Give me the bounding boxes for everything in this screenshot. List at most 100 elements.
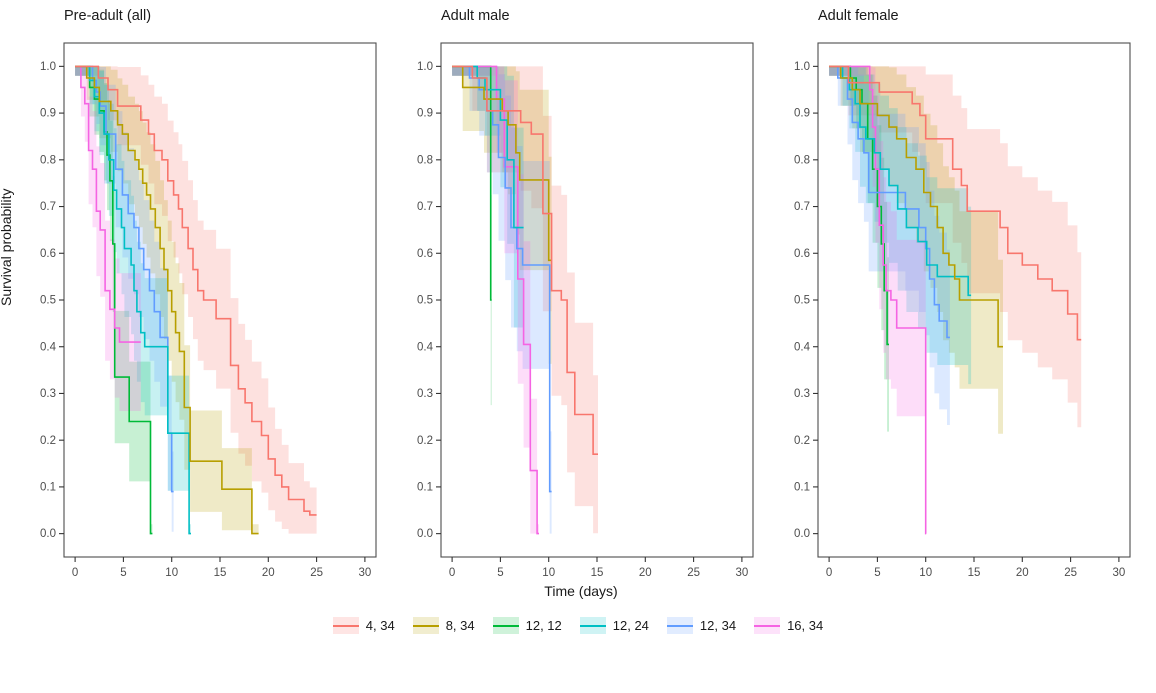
panel-title-adult-male: Adult male <box>441 8 510 24</box>
y-tick-label: 0.6 <box>417 248 433 260</box>
legend-key-line <box>666 624 693 627</box>
x-tick-label: 30 <box>358 567 371 579</box>
y-tick-label: 1.0 <box>417 61 433 73</box>
ci-ribbon-8-34 <box>829 66 1003 434</box>
x-axis-label-spacer <box>0 581 403 599</box>
ci-ribbon-16-34 <box>829 66 927 534</box>
x-tick-label: 15 <box>214 567 227 579</box>
ci-ribbon-8-34 <box>75 66 259 534</box>
legend-item-16-34: 16, 34 <box>754 617 823 634</box>
legend-label: 12, 34 <box>699 618 737 633</box>
x-tick-label: 20 <box>1016 567 1029 579</box>
x-axis-label-row: Time (days) <box>0 581 1156 599</box>
legend-key-swatch <box>666 617 693 634</box>
legend-key-swatch <box>492 617 519 634</box>
y-tick-label: 0.2 <box>417 435 433 447</box>
legend-key-line <box>492 624 519 627</box>
y-axis-label-column: Survival probability <box>0 6 26 566</box>
y-tick-label: 0.1 <box>417 482 433 494</box>
legend-item-4-34: 4, 34 <box>332 617 395 634</box>
x-tick-label: 25 <box>687 567 700 579</box>
legend-key-swatch <box>754 617 781 634</box>
y-tick-label: 0.6 <box>794 248 810 260</box>
survival-plot-adult-male: 0.0 0.1 0.2 0.3 0.4 0.5 0.6 0.7 0.8 0.9 1.0 0 5 10 15 2… <box>417 42 754 579</box>
y-tick-label: 0.7 <box>40 201 56 213</box>
ci-ribbon-12-24 <box>452 66 524 328</box>
x-tick-label: 10 <box>165 567 178 579</box>
y-tick-label: 0.6 <box>40 248 56 260</box>
x-tick-label: 30 <box>735 567 748 579</box>
y-tick-label: 0.9 <box>417 108 433 120</box>
legend-label: 16, 34 <box>787 618 824 633</box>
x-tick-label: 20 <box>639 567 652 579</box>
legend-key-line <box>754 624 781 627</box>
ci-ribbon-8-34 <box>452 66 552 364</box>
y-tick-label: 0.5 <box>417 295 433 307</box>
survival-plot-pre-adult: 0.0 0.1 0.2 0.3 0.4 0.5 0.6 0.7 0.8 0.9 1.0 0 5 10 15 2… <box>40 42 377 579</box>
y-tick-label: 0.5 <box>40 295 56 307</box>
y-tick-label: 0.8 <box>794 154 810 166</box>
y-tick-label: 0.8 <box>417 154 433 166</box>
x-tick-label: 5 <box>874 567 880 579</box>
legend-key-line <box>579 624 606 627</box>
y-tick-label: 0.1 <box>40 482 56 494</box>
x-tick-label: 0 <box>72 567 78 579</box>
panel-title-adult-female: Adult female <box>818 8 899 24</box>
y-tick-label: 0.4 <box>40 341 57 353</box>
y-tick-label: 0.3 <box>417 388 433 400</box>
x-tick-label: 5 <box>497 567 503 579</box>
survival-curve-12-34 <box>75 65 174 493</box>
x-tick-label: 10 <box>919 567 932 579</box>
ci-ribbon-4-34 <box>452 66 598 534</box>
survival-curve-8-34 <box>829 65 1003 348</box>
y-tick-label: 0.0 <box>40 528 56 540</box>
survival-curve-12-24 <box>75 65 191 535</box>
y-tick-label: 0.2 <box>40 435 56 447</box>
legend-item-8-34: 8, 34 <box>412 617 475 634</box>
survival-curve-8-34 <box>75 65 259 535</box>
y-tick-label: 0.2 <box>794 435 810 447</box>
ci-ribbon-4-34 <box>75 66 317 534</box>
y-tick-label: 0.1 <box>794 482 810 494</box>
y-tick-label: 0.9 <box>794 108 810 120</box>
x-axis-title: Time (days) <box>544 583 618 599</box>
legend-key-line <box>332 624 359 627</box>
y-tick-label: 0.4 <box>417 341 434 353</box>
legend-key-swatch <box>412 617 439 634</box>
legend-label: 12, 12 <box>525 618 562 633</box>
y-tick-label: 0.3 <box>40 388 56 400</box>
y-tick-label: 0.7 <box>794 201 810 213</box>
y-axis-title: Survival probability <box>0 188 14 307</box>
x-tick-label: 20 <box>262 567 275 579</box>
x-tick-label: 15 <box>968 567 981 579</box>
y-tick-label: 0.3 <box>794 388 810 400</box>
survival-curve-4-34 <box>452 65 598 455</box>
y-tick-label: 1.0 <box>794 61 810 73</box>
y-tick-label: 0.8 <box>40 154 56 166</box>
survival-curve-4-34 <box>829 65 1082 341</box>
y-tick-label: 0.5 <box>794 295 810 307</box>
survival-curve-4-34 <box>75 65 317 516</box>
ci-ribbon-16-34 <box>75 66 141 412</box>
y-tick-label: 1.0 <box>40 61 56 73</box>
legend-key-line <box>412 624 439 627</box>
legend: 4, 34 8, 34 12, 12 12, 24 12, 34 16, 34 <box>0 617 1156 634</box>
x-tick-label: 30 <box>1112 567 1125 579</box>
ci-ribbon-12-12 <box>829 66 889 432</box>
x-tick-label: 5 <box>120 567 126 579</box>
legend-label: 4, 34 <box>365 618 395 633</box>
y-tick-label: 0.0 <box>794 528 810 540</box>
x-tick-label: 0 <box>826 567 832 579</box>
chart-row: Survival probability Pre-adult (all) 0.0… <box>0 6 1131 581</box>
y-tick-label: 0.9 <box>40 108 56 120</box>
survival-curve-12-12 <box>829 65 889 346</box>
legend-item-12-12: 12, 12 <box>492 617 562 634</box>
survival-curve-12-24 <box>452 65 524 229</box>
survival-curve-12-34 <box>829 65 950 339</box>
x-tick-label: 0 <box>449 567 455 579</box>
panel-pre-adult: Pre-adult (all) 0.0 0.1 0.2 0.3 0.4 0.5 0.6 0.7… <box>26 6 382 581</box>
y-tick-label: 0.0 <box>417 528 433 540</box>
survival-curve-8-34 <box>452 65 552 262</box>
panel-adult-male: Adult male 0.0 0.1 0.2 0.3 0.4 0.5 0.6 0.7 0.8 0.… <box>403 6 759 581</box>
survival-curve-12-34 <box>452 65 552 493</box>
